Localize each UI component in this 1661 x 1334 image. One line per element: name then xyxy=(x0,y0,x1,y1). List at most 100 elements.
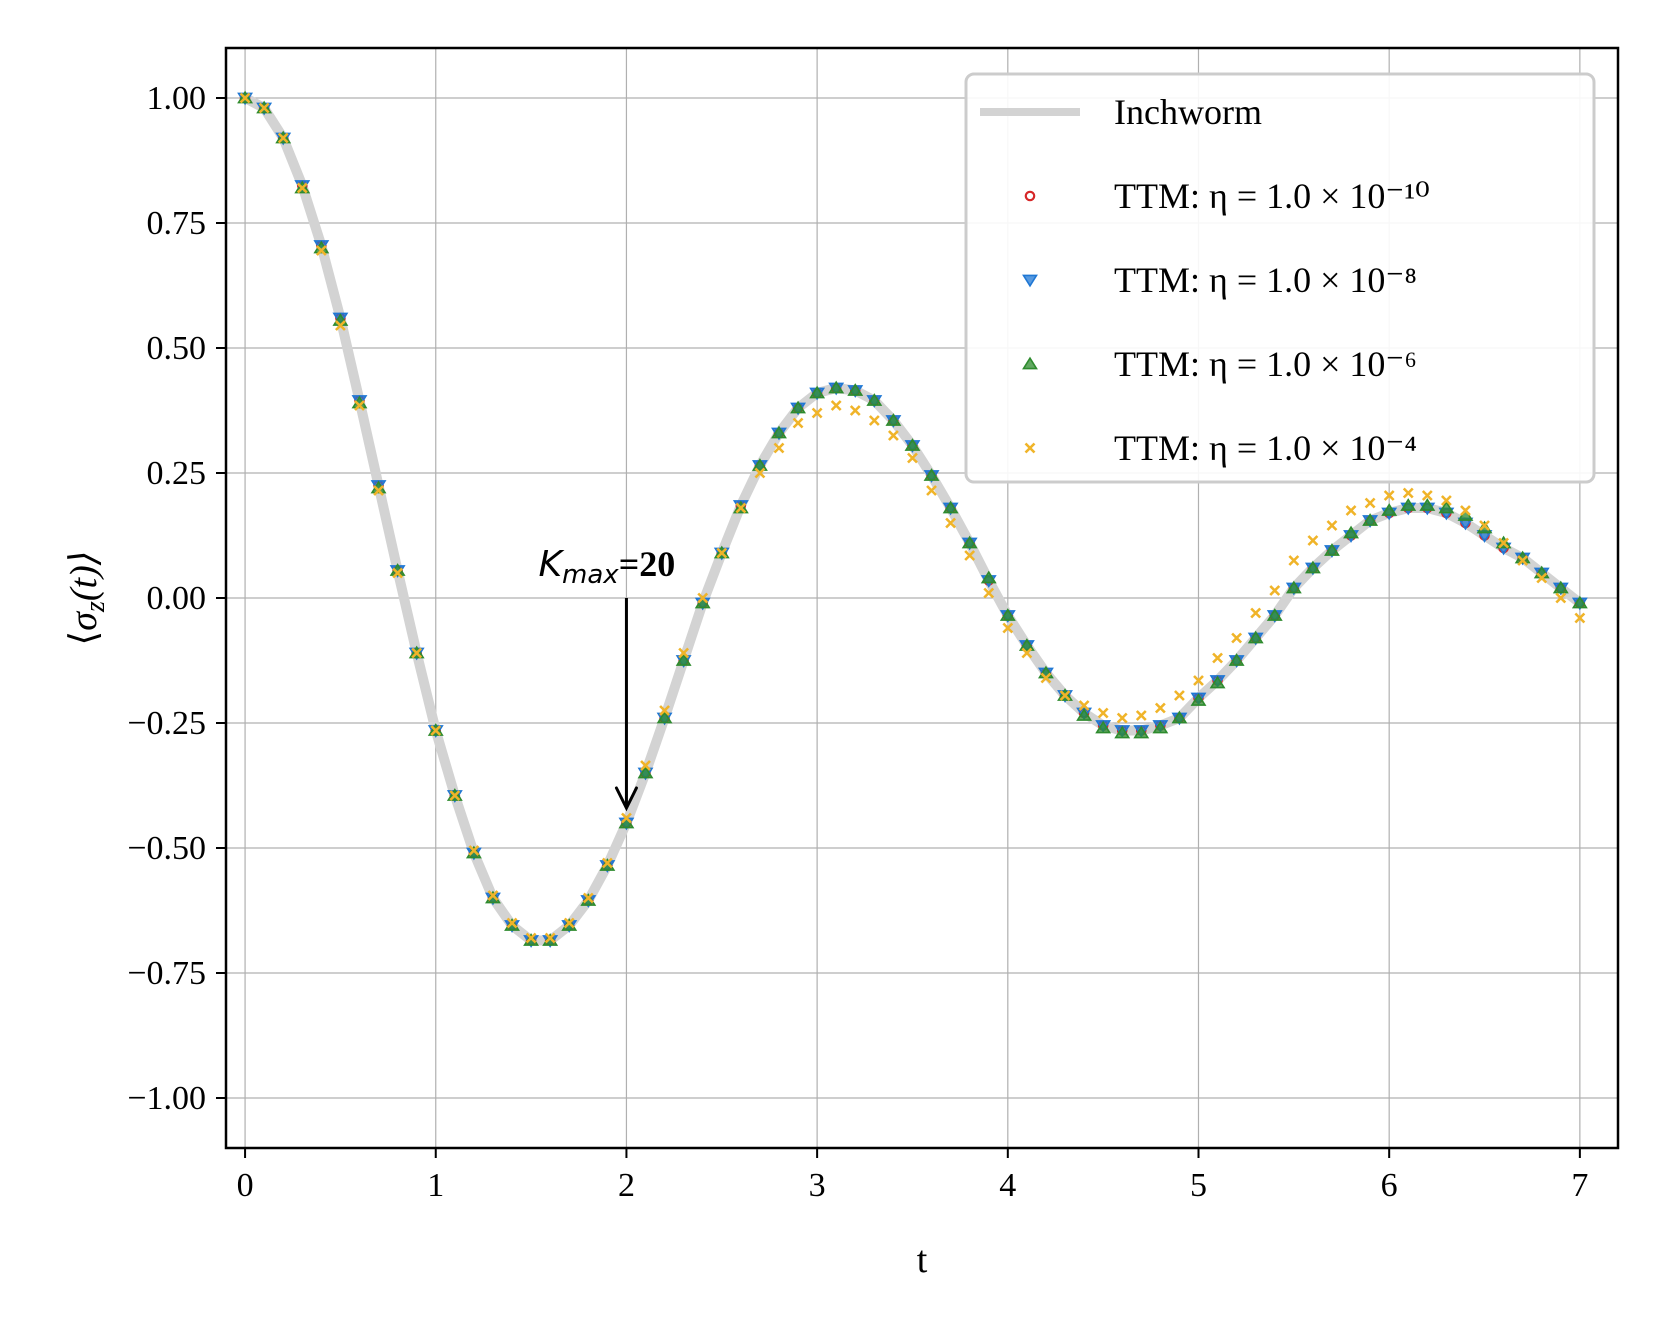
data-point xyxy=(961,535,978,549)
data-point xyxy=(1228,653,1245,666)
data-point xyxy=(1171,710,1188,724)
data-point xyxy=(1440,495,1452,506)
data-point xyxy=(678,647,690,659)
data-point xyxy=(809,385,826,399)
data-point xyxy=(1059,690,1071,701)
y-tick-label: 0.50 xyxy=(147,330,207,367)
legend-label: TTM: η = 1.0 × 10⁻⁶ xyxy=(1114,344,1417,384)
data-point xyxy=(999,608,1016,621)
y-axis-label: ⟨σz(t)⟩ xyxy=(63,550,111,645)
data-point xyxy=(1574,612,1586,624)
data-point xyxy=(1250,607,1262,619)
legend-entry-1: TTM: η = 1.0 × 10⁻¹⁰ xyxy=(1024,176,1430,216)
x-tick-label: 6 xyxy=(1381,1167,1398,1204)
data-point xyxy=(847,383,864,396)
data-point xyxy=(1517,555,1529,566)
data-point xyxy=(1288,555,1300,566)
data-point xyxy=(697,592,709,604)
legend-entry-4: TTM: η = 1.0 × 10⁻⁴ xyxy=(1024,428,1417,468)
data-point xyxy=(1193,675,1204,686)
data-point xyxy=(1154,702,1166,714)
series-4 xyxy=(239,92,1586,944)
data-point xyxy=(601,857,613,869)
data-point xyxy=(830,400,842,411)
data-point xyxy=(1040,672,1052,684)
data-point xyxy=(449,790,461,801)
data-point xyxy=(582,892,594,904)
x-axis-label: t xyxy=(917,1239,928,1281)
data-point xyxy=(411,647,423,659)
data-point xyxy=(296,182,308,194)
data-point xyxy=(1383,490,1395,501)
data-point xyxy=(1209,675,1226,689)
data-point xyxy=(945,517,957,529)
data-point xyxy=(1269,585,1281,596)
data-point xyxy=(373,485,384,496)
data-point xyxy=(980,570,997,584)
data-point xyxy=(468,845,480,856)
data-point xyxy=(258,102,270,114)
data-point xyxy=(1116,712,1128,724)
x-tick-label: 7 xyxy=(1571,1167,1588,1204)
x-tick-label: 5 xyxy=(1190,1167,1207,1204)
data-point xyxy=(1076,708,1093,721)
y-tick-label: −0.50 xyxy=(127,830,206,867)
data-point xyxy=(1021,647,1033,659)
data-point xyxy=(1018,638,1035,651)
data-point xyxy=(1326,520,1338,531)
legend-marker xyxy=(1024,442,1036,454)
data-point xyxy=(735,502,747,514)
legend-entry-3: TTM: η = 1.0 × 10⁻⁶ xyxy=(1022,344,1417,384)
legend-label: Inchworm xyxy=(1114,92,1262,132)
legend-marker xyxy=(1022,274,1038,288)
data-point xyxy=(430,725,442,736)
data-point xyxy=(1400,498,1417,511)
legend-label: TTM: η = 1.0 × 10⁻⁸ xyxy=(1114,260,1417,300)
legend-marker xyxy=(1022,356,1038,370)
data-point xyxy=(1552,580,1569,594)
data-point xyxy=(1266,608,1283,621)
data-point xyxy=(790,400,806,414)
data-point xyxy=(1231,632,1243,644)
data-point xyxy=(1095,720,1112,734)
data-point xyxy=(1152,720,1169,734)
data-point xyxy=(887,430,899,441)
data-point xyxy=(1419,498,1436,511)
data-point xyxy=(868,415,880,426)
legend-entry-2: TTM: η = 1.0 × 10⁻⁸ xyxy=(1022,260,1417,300)
x-tick-label: 3 xyxy=(809,1167,826,1204)
data-point xyxy=(675,653,692,666)
data-point xyxy=(621,812,632,824)
data-point xyxy=(659,705,670,716)
data-point xyxy=(904,438,921,451)
data-point xyxy=(942,500,959,514)
data-point xyxy=(1364,497,1376,509)
data-point xyxy=(1460,505,1471,516)
data-point xyxy=(1438,500,1455,514)
y-tick-label: 0.00 xyxy=(147,580,207,617)
data-point xyxy=(640,760,651,771)
data-point xyxy=(811,407,823,419)
data-point xyxy=(1114,725,1131,739)
data-point xyxy=(315,245,327,256)
series-layer xyxy=(237,90,1588,948)
data-point xyxy=(1002,622,1014,634)
x-tick-label: 1 xyxy=(427,1167,444,1204)
data-point xyxy=(1421,490,1433,501)
legend-entry-0: Inchworm xyxy=(980,92,1262,132)
legend-marker xyxy=(1024,190,1036,202)
data-point xyxy=(1571,595,1588,609)
data-point xyxy=(1212,652,1223,664)
data-point xyxy=(637,765,654,779)
annotation-layer: Kmax=20 xyxy=(538,544,675,812)
legend: Inchworm TTM: η = 1.0 × 10⁻¹⁰ TTM: η = 1.0… xyxy=(964,72,1596,484)
axes: 0 1 2 3 4 5 6 7 1.00 0.75 0.50 0.25 0.00 −0.25 −0.50 −0… xyxy=(63,46,1620,1281)
data-point xyxy=(773,442,785,454)
data-point xyxy=(885,413,902,426)
data-point xyxy=(487,890,499,901)
data-point xyxy=(1135,710,1147,721)
data-point xyxy=(754,467,766,479)
x-tick-label: 0 xyxy=(237,1167,254,1204)
